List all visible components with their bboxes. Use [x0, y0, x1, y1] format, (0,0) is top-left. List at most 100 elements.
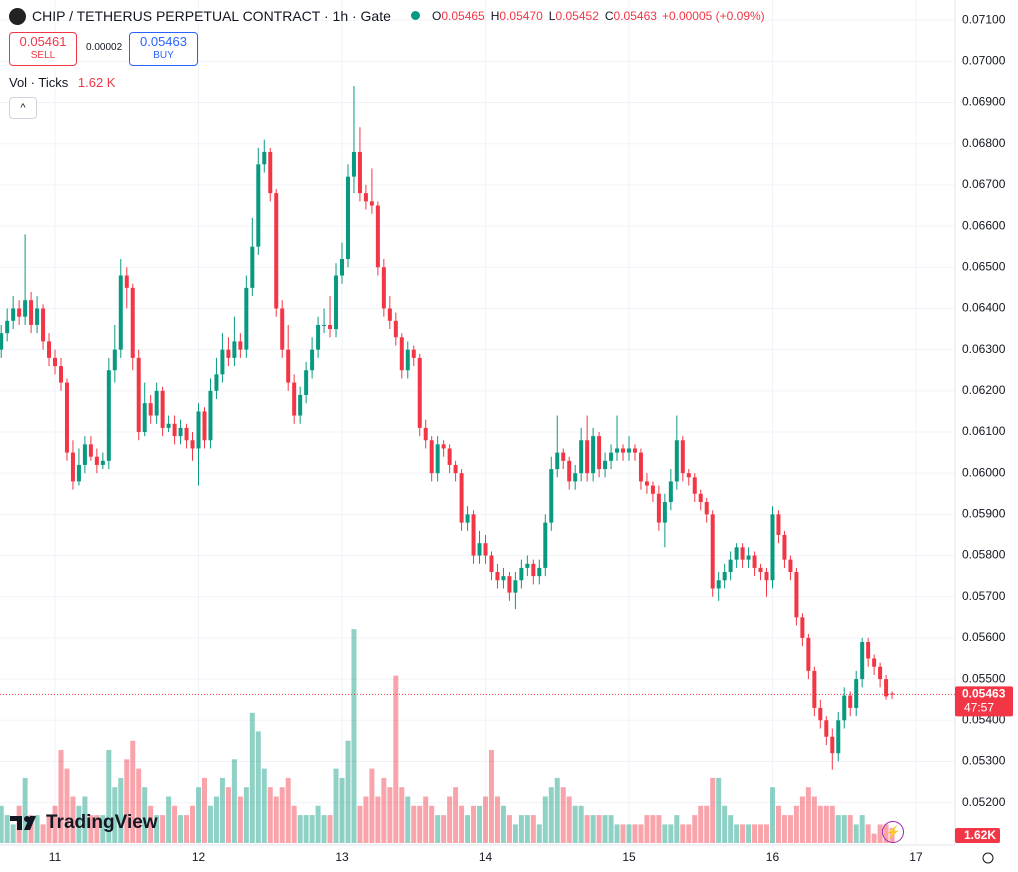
volume-bar: [728, 815, 734, 843]
candle-body: [340, 259, 345, 276]
candle-body: [124, 275, 129, 288]
candle-body: [268, 151, 273, 194]
volume-bar: [88, 815, 94, 843]
candle-body: [76, 464, 81, 482]
buy-button[interactable]: 0.05463 BUY: [129, 32, 198, 66]
volume-bar: [716, 777, 722, 843]
y-tick-label: 0.06200: [962, 383, 1006, 397]
legend-key: L: [548, 9, 556, 23]
volume-bar: [10, 824, 16, 843]
y-tick-label: 0.05900: [962, 507, 1006, 521]
candle-body: [698, 493, 703, 503]
volume-bar: [752, 824, 758, 843]
volume-bar: [811, 796, 817, 843]
volume-indicator[interactable]: Vol · Ticks 1.62 K: [9, 75, 115, 90]
candle-body: [148, 403, 153, 416]
volume-bar: [477, 805, 483, 843]
volume-bar: [357, 805, 363, 843]
candle-body: [447, 448, 452, 465]
x-tick-label: 17: [909, 850, 923, 864]
volume-bar: [28, 815, 34, 843]
volume-bar: [339, 777, 345, 843]
candle-body: [728, 559, 733, 573]
candle-body: [812, 670, 817, 708]
candle-body: [800, 617, 805, 638]
brand-logo: TradingView: [10, 812, 158, 834]
candle-body: [423, 427, 428, 441]
volume-bar: [740, 824, 746, 843]
volume-bar: [781, 815, 787, 843]
volume-bar: [632, 824, 638, 843]
volume-bar: [106, 750, 112, 843]
y-tick-label: 0.07100: [962, 12, 1006, 26]
symbol-title[interactable]: CHIP / TETHERUS PERPETUAL CONTRACT · 1h …: [32, 8, 391, 24]
volume-bar: [0, 805, 4, 843]
candle-body: [381, 267, 386, 309]
volume-bar: [118, 777, 124, 843]
candle-body: [154, 390, 159, 416]
candle-body: [555, 452, 560, 470]
last-price-tag: [955, 686, 1013, 717]
y-tick-label: 0.06500: [962, 259, 1006, 273]
y-tick-label: 0.06800: [962, 136, 1006, 150]
candle-body: [890, 693, 895, 695]
candle-body: [519, 567, 524, 581]
volume-bar: [351, 629, 357, 843]
candle-body: [23, 300, 28, 317]
volume-bar: [608, 815, 614, 843]
candle-body: [591, 436, 596, 474]
volume-bar: [578, 805, 584, 843]
x-tick-label: 11: [49, 850, 62, 864]
volume-bar: [207, 805, 213, 843]
volume-bar: [142, 787, 148, 843]
volume-bar: [58, 750, 64, 843]
y-tick-label: 0.05300: [962, 754, 1006, 768]
volume-bar: [787, 815, 793, 843]
candle-body: [471, 514, 476, 556]
candle-body: [280, 308, 285, 350]
legend-value: 0.05470: [499, 9, 543, 23]
volume-bar: [459, 805, 465, 843]
y-tick-label: 0.05800: [962, 548, 1006, 562]
candle-body: [232, 341, 237, 358]
candle-body: [644, 481, 649, 486]
candle-body: [680, 440, 685, 474]
candle-body: [686, 473, 691, 478]
brand-name: TradingView: [46, 812, 158, 833]
candle-body: [638, 452, 643, 482]
volume-bar: [52, 805, 58, 843]
legend-value: 0.05452: [555, 9, 599, 23]
collapse-button[interactable]: ^: [9, 97, 37, 119]
candle-body: [435, 444, 440, 474]
candle-body: [626, 448, 631, 453]
volume-bar: [465, 815, 471, 843]
volume-bar: [614, 824, 620, 843]
volume-bar: [441, 815, 447, 843]
sell-button[interactable]: 0.05461 SELL: [9, 32, 77, 66]
symbol-icon: [9, 8, 26, 25]
alert-icon[interactable]: ⚡: [882, 821, 904, 843]
candle-body: [94, 456, 99, 465]
volume-bar: [722, 805, 728, 843]
candle-body: [357, 151, 362, 194]
volume-bar: [447, 796, 453, 843]
candle-body: [262, 151, 267, 165]
volume-bar: [393, 675, 399, 843]
legend-value: 0.05463: [613, 9, 657, 23]
candle-body: [830, 736, 835, 754]
candle-body: [328, 324, 333, 330]
volume-bar: [219, 777, 225, 843]
candle-body: [399, 337, 404, 371]
candle-body: [674, 440, 679, 482]
candle-body: [345, 176, 350, 260]
volume-bar: [64, 768, 70, 843]
countdown-label: 47:57: [964, 701, 994, 715]
candle-body: [453, 464, 458, 474]
volume-bar: [482, 796, 488, 843]
volume-bar: [130, 740, 136, 843]
candle-body: [405, 349, 410, 371]
candle-body: [597, 436, 602, 470]
volume-bar: [590, 815, 596, 843]
volume-bar: [333, 768, 339, 843]
